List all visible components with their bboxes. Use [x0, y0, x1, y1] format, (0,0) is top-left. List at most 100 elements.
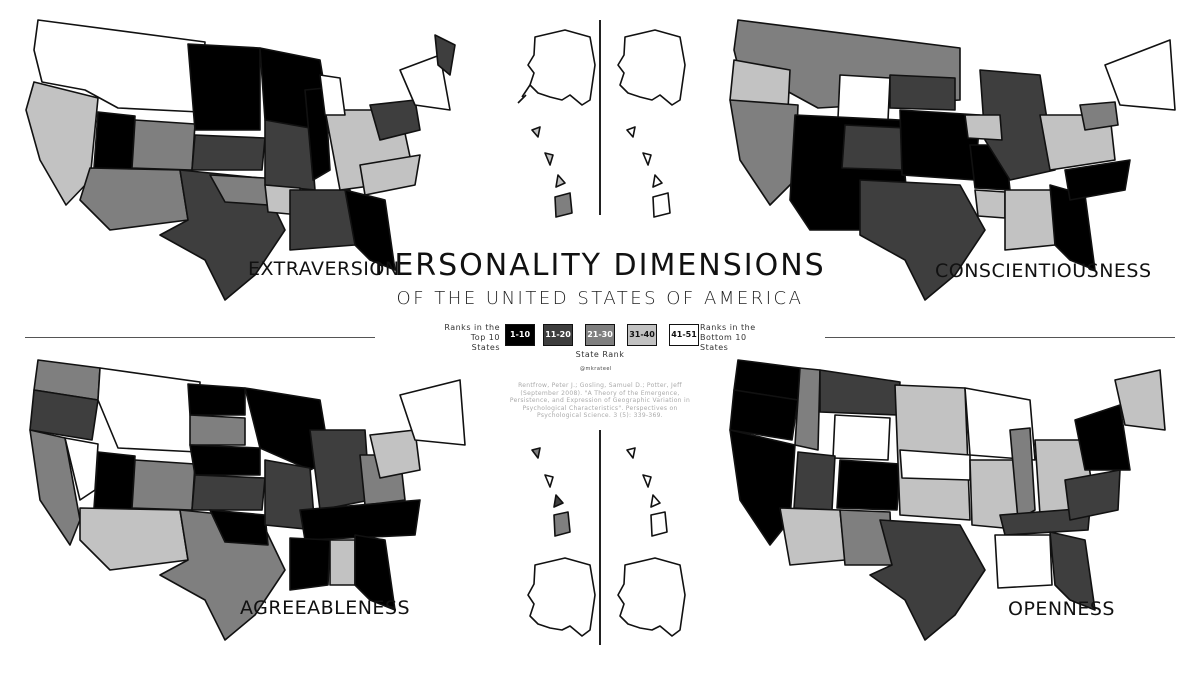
- legend-bin-5: 41-51: [669, 324, 699, 346]
- state-south-dakota: [889, 74, 956, 111]
- map-openness: [729, 359, 1166, 641]
- inset-alaska: [527, 29, 596, 106]
- inset-alaska: [527, 557, 596, 637]
- inset-island-1: [531, 126, 541, 138]
- state-tennessee: [999, 507, 1091, 536]
- inset-alaska: [617, 29, 686, 106]
- state-region-northwest: [97, 367, 201, 453]
- inset-hawaii: [554, 192, 573, 218]
- state-south-dakota: [189, 414, 246, 446]
- state-region-atlantic: [1074, 404, 1131, 471]
- state-texas: [869, 519, 986, 641]
- state-region-southwest: [779, 507, 846, 566]
- state-region-new-england: [1114, 369, 1166, 431]
- inset-island-2: [544, 474, 554, 488]
- state-gulf-states: [1004, 189, 1056, 251]
- state-colorado: [841, 124, 906, 171]
- state-wyoming: [832, 414, 891, 461]
- inset-island-2: [642, 152, 652, 166]
- state-nebraska-kansas: [899, 449, 971, 481]
- page-title: Personality Dimensions: [374, 248, 826, 283]
- state-texas: [859, 179, 986, 301]
- legend-bin-2: 11-20: [543, 324, 573, 346]
- state-north-dakota: [187, 383, 246, 416]
- legend-top-note: Ranks in the Top 10 States: [444, 323, 500, 352]
- state-region-new-england: [399, 379, 466, 446]
- map-label-agreeableness: Agreeableness: [240, 597, 411, 619]
- inset-island-2: [642, 474, 652, 488]
- state-region-southwest: [79, 507, 189, 571]
- state-region-atlantic: [369, 429, 421, 479]
- state-kansas: [191, 134, 266, 171]
- legend-bin-4: 31-40: [627, 324, 657, 346]
- legend-bin-3-label: 21-30: [587, 330, 613, 339]
- inset-island-3: [650, 494, 661, 508]
- state-oregon: [29, 389, 99, 441]
- map-agreeableness: [29, 359, 466, 641]
- state-region-southwest: [79, 167, 189, 231]
- legend-caption: State Rank: [575, 350, 625, 359]
- map-conscientiousness: [729, 19, 1176, 301]
- state-region-new-england: [399, 54, 451, 111]
- map-extraversion: [25, 19, 456, 301]
- state-california-nevada: [729, 429, 796, 546]
- state-montana: [819, 369, 901, 416]
- legend-bottom-note: Ranks in the Bottom 10 States: [700, 323, 756, 352]
- state-arkansas: [974, 189, 1006, 219]
- inset-alaska: [617, 557, 686, 637]
- page-subtitle: of the United States of America: [396, 288, 804, 309]
- state-tennessee-carolinas: [299, 499, 421, 541]
- state-oklahoma: [209, 509, 269, 546]
- state-georgia-florida: [1049, 531, 1096, 611]
- state-georgia-florida: [354, 534, 396, 611]
- divider-left: [25, 337, 375, 338]
- state-idaho: [794, 367, 821, 451]
- state-maine: [434, 34, 456, 76]
- state-colorado: [131, 459, 196, 511]
- state-region-carolinas: [359, 154, 421, 196]
- state-illinois: [1009, 427, 1036, 521]
- legend-bin-1-label: 1-10: [509, 330, 531, 339]
- map-label-openness: Openness: [1008, 598, 1115, 620]
- state-region-new-england: [1104, 39, 1176, 111]
- inset-island-1: [531, 447, 541, 459]
- legend-bin-1: 1-10: [505, 324, 535, 346]
- center-rule-bottom: [599, 430, 601, 645]
- state-virginia-carolinas: [1064, 469, 1121, 521]
- map-label-conscientiousness: Conscientiousness: [935, 260, 1152, 282]
- state-utah: [93, 111, 136, 171]
- legend-bin-4-label: 31-40: [629, 330, 655, 339]
- inset-island-1: [626, 447, 636, 459]
- state-dakotas-nebraska: [187, 43, 261, 131]
- state-iowa-missouri: [264, 119, 316, 191]
- citation: Rentfrow, Peter J.; Gosling, Samuel D.; …: [509, 382, 691, 419]
- state-gulf-states: [994, 534, 1053, 589]
- state-kansas: [191, 474, 266, 511]
- state-gulf-states: [289, 189, 356, 251]
- state-region-west-coast: [729, 99, 799, 206]
- inset-hawaii: [553, 511, 571, 537]
- inset-extraversion: [517, 29, 596, 218]
- inset-island-3: [652, 174, 663, 188]
- state-wyoming: [837, 74, 891, 121]
- state-nebraska: [189, 444, 261, 476]
- center-rule-top: [599, 20, 601, 215]
- inset-island-3: [553, 494, 564, 508]
- divider-right: [825, 337, 1175, 338]
- state-region-atlantic: [369, 99, 421, 141]
- state-gulf-states: [289, 537, 331, 591]
- state-utah: [93, 451, 136, 511]
- state-pennsylvania: [1079, 101, 1119, 131]
- legend-bin-3: 21-30: [585, 324, 615, 346]
- inset-hawaii: [650, 511, 668, 537]
- state-colorado: [131, 119, 196, 171]
- map-label-extraversion: Extraversion: [248, 258, 400, 280]
- inset-openness: [617, 447, 686, 637]
- inset-island-2: [544, 152, 554, 166]
- legend-bin-5-label: 41-51: [671, 330, 697, 339]
- state-colorado: [836, 459, 901, 511]
- state-georgia-florida: [344, 189, 396, 271]
- state-iowa: [964, 114, 1003, 141]
- legend-bin-2-label: 11-20: [545, 330, 571, 339]
- state-michigan: [319, 74, 346, 116]
